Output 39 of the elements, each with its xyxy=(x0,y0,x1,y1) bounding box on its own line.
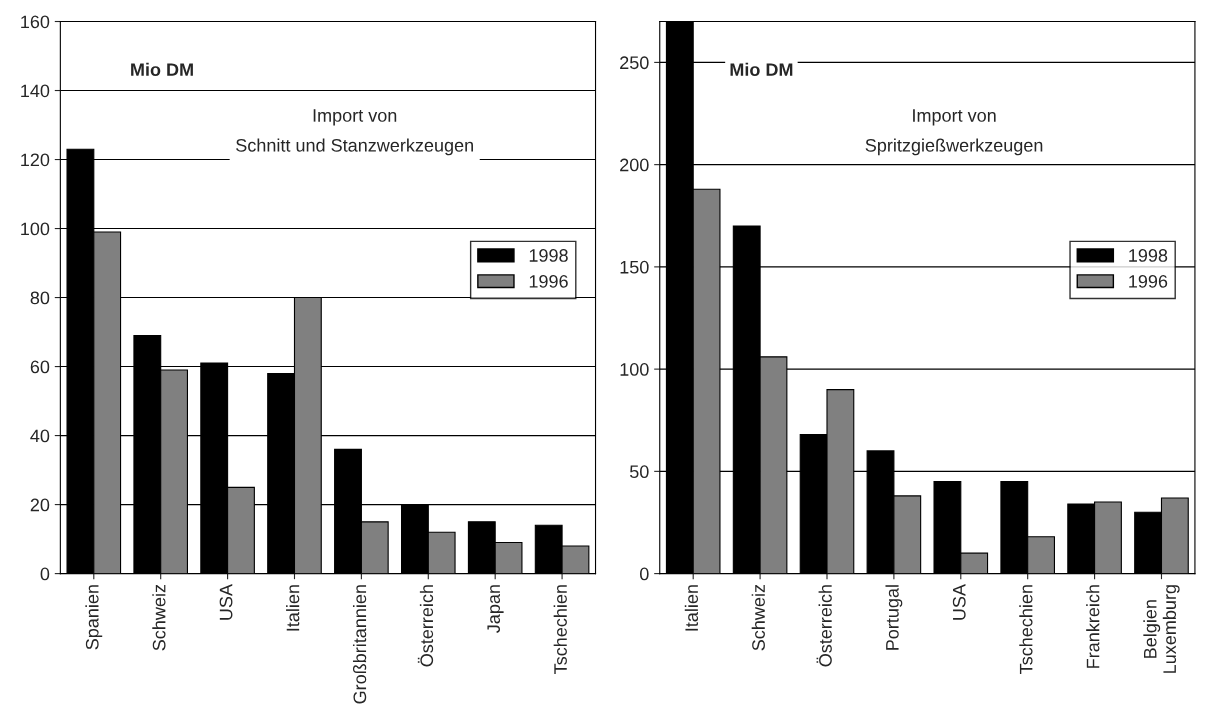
x-tick-label: Japan xyxy=(487,585,504,633)
y-tick-label: 140 xyxy=(21,84,50,98)
x-tick-label: Österreich xyxy=(816,585,832,667)
y-tick-label: 0 xyxy=(640,567,649,581)
x-tick-label: Italien xyxy=(286,585,300,631)
legend-label: 1996 xyxy=(1129,274,1168,288)
x-tick-label: Italien xyxy=(684,585,699,631)
x-tick-label: Belgien Luxemburg xyxy=(1143,585,1180,673)
x-tick-label: Tschechien xyxy=(1019,585,1033,674)
x-tick-label: USA xyxy=(952,584,966,620)
text: Import von Schnitt und Stanzwerkzeugen xyxy=(236,109,473,156)
y-tick-label: 80 xyxy=(30,291,50,305)
y-tick-label: 150 xyxy=(620,260,649,274)
legend-label: 1998 xyxy=(1129,249,1168,262)
y-tick-label: 20 xyxy=(30,498,50,512)
y-tick-label: 0 xyxy=(40,567,50,581)
legend-label: 1998 xyxy=(529,249,568,262)
y-tick-label: 120 xyxy=(21,153,50,167)
y-tick-label: 100 xyxy=(21,222,50,236)
y-tick-label: 160 xyxy=(21,15,50,29)
x-tick-label: Spanien xyxy=(85,585,103,650)
x-tick-label: Großbritannien xyxy=(352,585,367,704)
legend-label: 1996 xyxy=(529,274,568,288)
x-tick-label: Schweiz xyxy=(751,584,765,651)
y-axis-title: Mio DM xyxy=(131,62,193,77)
y-tick-label: 250 xyxy=(620,56,649,70)
y-tick-label: 60 xyxy=(30,360,50,374)
y-axis-title: Mio DM xyxy=(730,62,793,77)
x-tick-label: USA xyxy=(219,584,233,620)
text: Import von Spritzgießwerkzeugen xyxy=(865,109,1043,156)
y-tick-label: 100 xyxy=(620,363,649,376)
x-tick-label: Schweiz xyxy=(152,584,166,651)
x-tick-label: Portugal xyxy=(885,585,903,650)
x-tick-label: Frankreich xyxy=(1086,585,1100,668)
y-tick-label: 50 xyxy=(629,465,649,479)
y-tick-label: 200 xyxy=(620,158,649,172)
x-tick-label: Österreich xyxy=(417,585,434,667)
x-tick-label: Tschechien xyxy=(553,585,567,674)
y-tick-label: 40 xyxy=(30,429,50,443)
